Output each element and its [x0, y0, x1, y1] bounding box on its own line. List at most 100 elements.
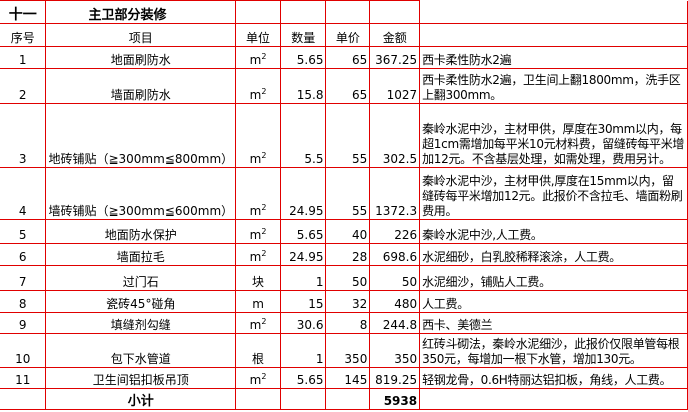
empty-cell[interactable] [325, 388, 371, 410]
row-item[interactable]: 卫生间铝扣板吊顶 [45, 367, 237, 389]
row-no[interactable]: 6 [0, 243, 47, 266]
row-qty[interactable]: 24.95 [279, 243, 327, 266]
row-qty[interactable]: 5.5 [279, 103, 327, 168]
row-price[interactable]: 55 [325, 103, 371, 168]
row-price[interactable]: 8 [325, 312, 371, 334]
row-item[interactable]: 包下水管道 [45, 333, 237, 368]
row-note[interactable]: 轻钢龙骨，0.6H特丽达铝扣板，角线，人工费。 [419, 367, 688, 389]
row-note[interactable]: 西卡柔性防水2遍 [419, 46, 688, 69]
row-no[interactable]: 2 [0, 68, 47, 104]
row-no[interactable]: 4 [0, 167, 47, 220]
row-amount[interactable]: 350 [369, 333, 421, 368]
section-number[interactable]: 十一 [0, 0, 47, 24]
row-qty[interactable]: 5.65 [279, 219, 327, 244]
empty-cell[interactable] [0, 388, 47, 410]
row-no[interactable]: 7 [0, 265, 47, 291]
row-no[interactable]: 3 [0, 103, 47, 168]
row-no[interactable]: 11 [0, 367, 47, 389]
row-no[interactable]: 1 [0, 46, 47, 69]
row-unit[interactable]: m [235, 290, 281, 313]
header-amount[interactable]: 金额 [369, 23, 421, 47]
row-item[interactable]: 地面刷防水 [45, 46, 237, 69]
row-qty[interactable]: 24.95 [279, 167, 327, 220]
row-unit[interactable]: m2 [235, 68, 281, 104]
row-price[interactable]: 32 [325, 290, 371, 313]
header-unit[interactable]: 单位 [235, 23, 281, 47]
row-note[interactable]: 水泥细砂，白乳胶稀释滚涂，人工费。 [419, 243, 688, 266]
row-amount[interactable]: 1372.3 [369, 167, 421, 220]
header-item[interactable]: 项目 [45, 23, 237, 47]
row-no[interactable]: 10 [0, 333, 47, 368]
row-price[interactable]: 145 [325, 367, 371, 389]
unit-text: m [249, 318, 262, 332]
row-item[interactable]: 填缝剂勾缝 [45, 312, 237, 334]
row-amount[interactable]: 480 [369, 290, 421, 313]
table-row: 11 卫生间铝扣板吊顶 m2 5.65 145 819.25 轻钢龙骨，0.6H特丽达铝扣板… [0, 367, 688, 389]
row-qty[interactable]: 1 [279, 265, 327, 291]
empty-cell[interactable] [419, 388, 688, 410]
empty-cell[interactable] [419, 0, 688, 24]
row-unit[interactable]: m2 [235, 367, 281, 389]
header-qty[interactable]: 数量 [279, 23, 327, 47]
empty-cell[interactable] [235, 0, 281, 24]
row-no[interactable]: 9 [0, 312, 47, 334]
row-qty[interactable]: 15 [279, 290, 327, 313]
row-unit[interactable]: m2 [235, 46, 281, 69]
row-unit[interactable]: m2 [235, 219, 281, 244]
row-qty[interactable]: 30.6 [279, 312, 327, 334]
empty-cell[interactable] [369, 0, 421, 24]
row-price[interactable]: 55 [325, 167, 371, 220]
row-item[interactable]: 墙砖铺贴（≧300mm≦600mm） [45, 167, 237, 220]
row-price[interactable]: 65 [325, 68, 371, 104]
row-note[interactable]: 西卡柔性防水2遍，卫生间上翻1800mm，洗手区上翻300mm。 [419, 68, 688, 104]
row-item[interactable]: 墙面刷防水 [45, 68, 237, 104]
row-unit[interactable]: 块 [235, 265, 281, 291]
row-qty[interactable]: 5.65 [279, 46, 327, 69]
row-amount[interactable]: 819.25 [369, 367, 421, 389]
row-note[interactable]: 西卡、美德兰 [419, 312, 688, 334]
header-note[interactable] [419, 23, 688, 47]
row-note[interactable]: 秦岭水泥中沙,人工费。 [419, 219, 688, 244]
row-unit[interactable]: m2 [235, 167, 281, 220]
row-qty[interactable]: 1 [279, 333, 327, 368]
row-no[interactable]: 8 [0, 290, 47, 313]
row-amount[interactable]: 1027 [369, 68, 421, 104]
row-item[interactable]: 地面防水保护 [45, 219, 237, 244]
section-title[interactable]: 主卫部分装修 [45, 0, 237, 24]
row-amount[interactable]: 698.6 [369, 243, 421, 266]
row-amount[interactable]: 226 [369, 219, 421, 244]
row-note[interactable]: 红砖斗砌法，秦岭水泥细沙，此报价仅限单管每根350元，每增加一根下水管，增加13… [419, 333, 688, 368]
row-note[interactable]: 人工费。 [419, 290, 688, 313]
row-unit[interactable]: 根 [235, 333, 281, 368]
row-amount[interactable]: 50 [369, 265, 421, 291]
row-price[interactable]: 40 [325, 219, 371, 244]
subtotal-amount[interactable]: 5938 [369, 388, 421, 410]
subtotal-label[interactable]: 小计 [45, 388, 237, 410]
header-price[interactable]: 单价 [325, 23, 371, 47]
row-qty[interactable]: 5.65 [279, 367, 327, 389]
header-no[interactable]: 序号 [0, 23, 47, 47]
row-price[interactable]: 50 [325, 265, 371, 291]
empty-cell[interactable] [279, 0, 327, 24]
row-qty[interactable]: 15.8 [279, 68, 327, 104]
row-note[interactable]: 水泥细沙，铺贴人工费。 [419, 265, 688, 291]
row-item[interactable]: 墙面拉毛 [45, 243, 237, 266]
row-item[interactable]: 过门石 [45, 265, 237, 291]
empty-cell[interactable] [235, 388, 281, 410]
row-unit[interactable]: m2 [235, 103, 281, 168]
row-amount[interactable]: 367.25 [369, 46, 421, 69]
row-price[interactable]: 350 [325, 333, 371, 368]
row-amount[interactable]: 244.8 [369, 312, 421, 334]
row-amount[interactable]: 302.5 [369, 103, 421, 168]
row-note[interactable]: 秦岭水泥中沙，主材甲供,厚度在15mm以内，留缝砖每平米增加12元。此报价不含拉… [419, 167, 688, 220]
row-price[interactable]: 28 [325, 243, 371, 266]
row-note[interactable]: 秦岭水泥中沙，主材甲供，厚度在30mm以内，每超1cm需增加每平米10元材料费，… [419, 103, 688, 168]
row-item[interactable]: 地砖铺贴（≧300mm≦800mm） [45, 103, 237, 168]
empty-cell[interactable] [325, 0, 371, 24]
row-unit[interactable]: m2 [235, 243, 281, 266]
empty-cell[interactable] [279, 388, 327, 410]
row-price[interactable]: 65 [325, 46, 371, 69]
row-no[interactable]: 5 [0, 219, 47, 244]
row-unit[interactable]: m2 [235, 312, 281, 334]
row-item[interactable]: 瓷砖45°碰角 [45, 290, 237, 313]
